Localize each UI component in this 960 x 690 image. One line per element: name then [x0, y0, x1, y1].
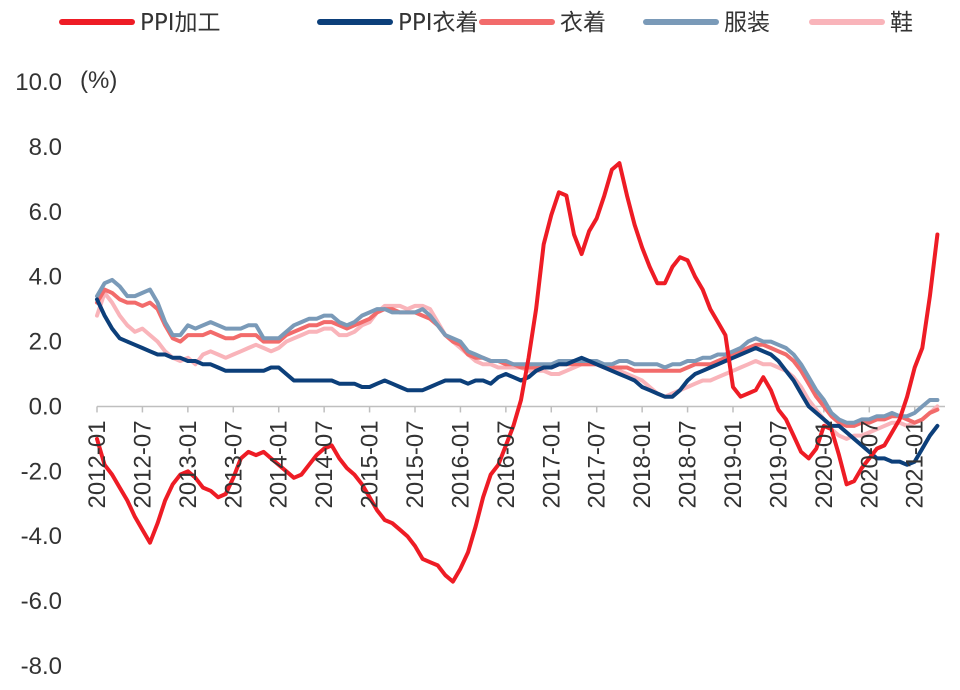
series-line: [95, 297, 940, 467]
legend-label: 鞋: [890, 10, 913, 36]
y-axis-ticks: 10.0 8.0 6.0 4.0 2.0 0.0 -2.0 -4.0 -6.0 -8.0: [15, 69, 62, 680]
y-tick-label: -8.0: [21, 653, 62, 680]
x-tick-label: 2013-07: [220, 420, 247, 508]
x-tick-label: 2018-07: [675, 420, 702, 508]
y-tick-label: -6.0: [21, 588, 62, 615]
y-tick-label: 8.0: [29, 134, 62, 161]
y-axis-unit: (%): [80, 67, 117, 94]
x-tick-label: 2018-01: [629, 420, 656, 508]
x-tick-label: 2016-07: [493, 420, 520, 508]
x-tick-label: 2014-07: [311, 420, 338, 508]
x-tick-label: 2016-01: [447, 420, 474, 508]
x-tick-label: 2012-07: [129, 420, 156, 508]
legend: PPI加工 PPI衣着 衣着 服装 鞋: [59, 10, 913, 36]
y-tick-label: -4.0: [21, 523, 62, 550]
x-tick-label: 2017-01: [538, 420, 565, 508]
x-axis-ticks: [96, 406, 916, 413]
x-tick-label: 2017-07: [584, 420, 611, 508]
x-tick-label: 2020-01: [811, 420, 838, 508]
legend-label: 服装: [724, 10, 770, 36]
series-line: [95, 277, 940, 425]
x-tick-label: 2019-01: [720, 420, 747, 508]
x-tick-label: 2013-01: [175, 420, 202, 508]
x-tick-label: 2015-07: [402, 420, 429, 508]
x-tick-label: 2012-01: [84, 420, 111, 508]
x-axis-tick-labels: 2012-01 2012-07 2013-01 2013-07 2014-01 2014-…: [84, 420, 929, 508]
x-tick-label: 2014-01: [266, 420, 293, 508]
y-tick-label: 6.0: [29, 199, 62, 226]
y-tick-label: -2.0: [21, 458, 62, 485]
legend-label: PPI衣着: [398, 10, 479, 36]
y-tick-label: 10.0: [15, 69, 62, 96]
legend-label: PPI加工: [140, 10, 221, 36]
x-tick-label: 2020-07: [856, 420, 883, 508]
y-tick-label: 4.0: [29, 264, 62, 291]
x-tick-label: 2015-01: [357, 420, 384, 508]
legend-label: 衣着: [560, 10, 606, 36]
series-line: [95, 161, 940, 584]
x-tick-label: 2021-01: [902, 420, 929, 508]
y-tick-label: 2.0: [29, 329, 62, 356]
y-tick-label: 0.0: [29, 393, 62, 420]
series-lines: [95, 161, 940, 584]
x-tick-label: 2019-07: [765, 420, 792, 508]
